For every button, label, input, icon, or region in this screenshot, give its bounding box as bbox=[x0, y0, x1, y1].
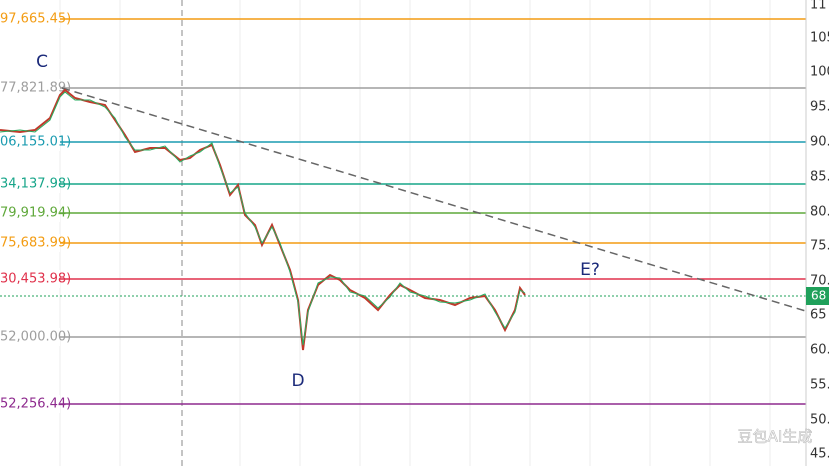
price-path bbox=[0, 88, 526, 351]
price-axis-label: 75. bbox=[810, 239, 829, 254]
price-axis-label: 60. bbox=[810, 343, 829, 358]
fib-level-label: 52,256.44) bbox=[0, 397, 71, 412]
fib-level-label: 97,665.45) bbox=[0, 12, 71, 27]
price-axis-label: 105 bbox=[810, 31, 829, 46]
current-price: 68 bbox=[811, 289, 826, 303]
trend-line bbox=[61, 87, 829, 319]
fib-level-label: 52,000.00) bbox=[0, 330, 71, 345]
label-bg bbox=[0, 175, 60, 193]
price-axis-label: 85. bbox=[810, 170, 829, 185]
fib-level-label: 30,453.98) bbox=[0, 272, 71, 287]
label-bg bbox=[0, 234, 60, 252]
fib-level-label: 34,137.98) bbox=[0, 177, 71, 192]
price-axis-label: 11 bbox=[810, 0, 827, 13]
label-bg bbox=[0, 133, 60, 151]
label-bg bbox=[0, 328, 60, 346]
price-axis-label: 55. bbox=[810, 378, 829, 393]
label-bg bbox=[0, 10, 60, 28]
wave-label: D bbox=[291, 371, 304, 391]
fib-level-label: 79,919.94) bbox=[0, 206, 71, 221]
price-axis-label: 90. bbox=[810, 135, 829, 150]
label-bg bbox=[0, 204, 60, 222]
price-axis bbox=[806, 0, 829, 466]
price-path bbox=[0, 91, 526, 346]
label-bg bbox=[0, 270, 60, 288]
watermark: 豆包AI生成 bbox=[738, 428, 813, 446]
label-bg bbox=[0, 395, 60, 413]
price-axis-label: 95. bbox=[810, 100, 829, 115]
wave-label: E? bbox=[580, 260, 600, 280]
price-axis-label: 70. bbox=[810, 274, 829, 289]
fib-level-label: 75,683.99) bbox=[0, 236, 71, 251]
fib-level-label: 06,155.01) bbox=[0, 135, 71, 150]
price-axis-label: 80. bbox=[810, 205, 829, 220]
price-axis-label: 45. bbox=[810, 447, 829, 462]
price-axis-label: 50. bbox=[810, 413, 829, 428]
fib-level-label: 77,821.89) bbox=[0, 81, 71, 96]
label-bg bbox=[0, 79, 60, 97]
price-axis-label: 100 bbox=[810, 65, 829, 80]
price-axis-label: 65 bbox=[810, 308, 827, 323]
wave-label: C bbox=[36, 52, 48, 72]
current-price-tag bbox=[806, 287, 829, 305]
